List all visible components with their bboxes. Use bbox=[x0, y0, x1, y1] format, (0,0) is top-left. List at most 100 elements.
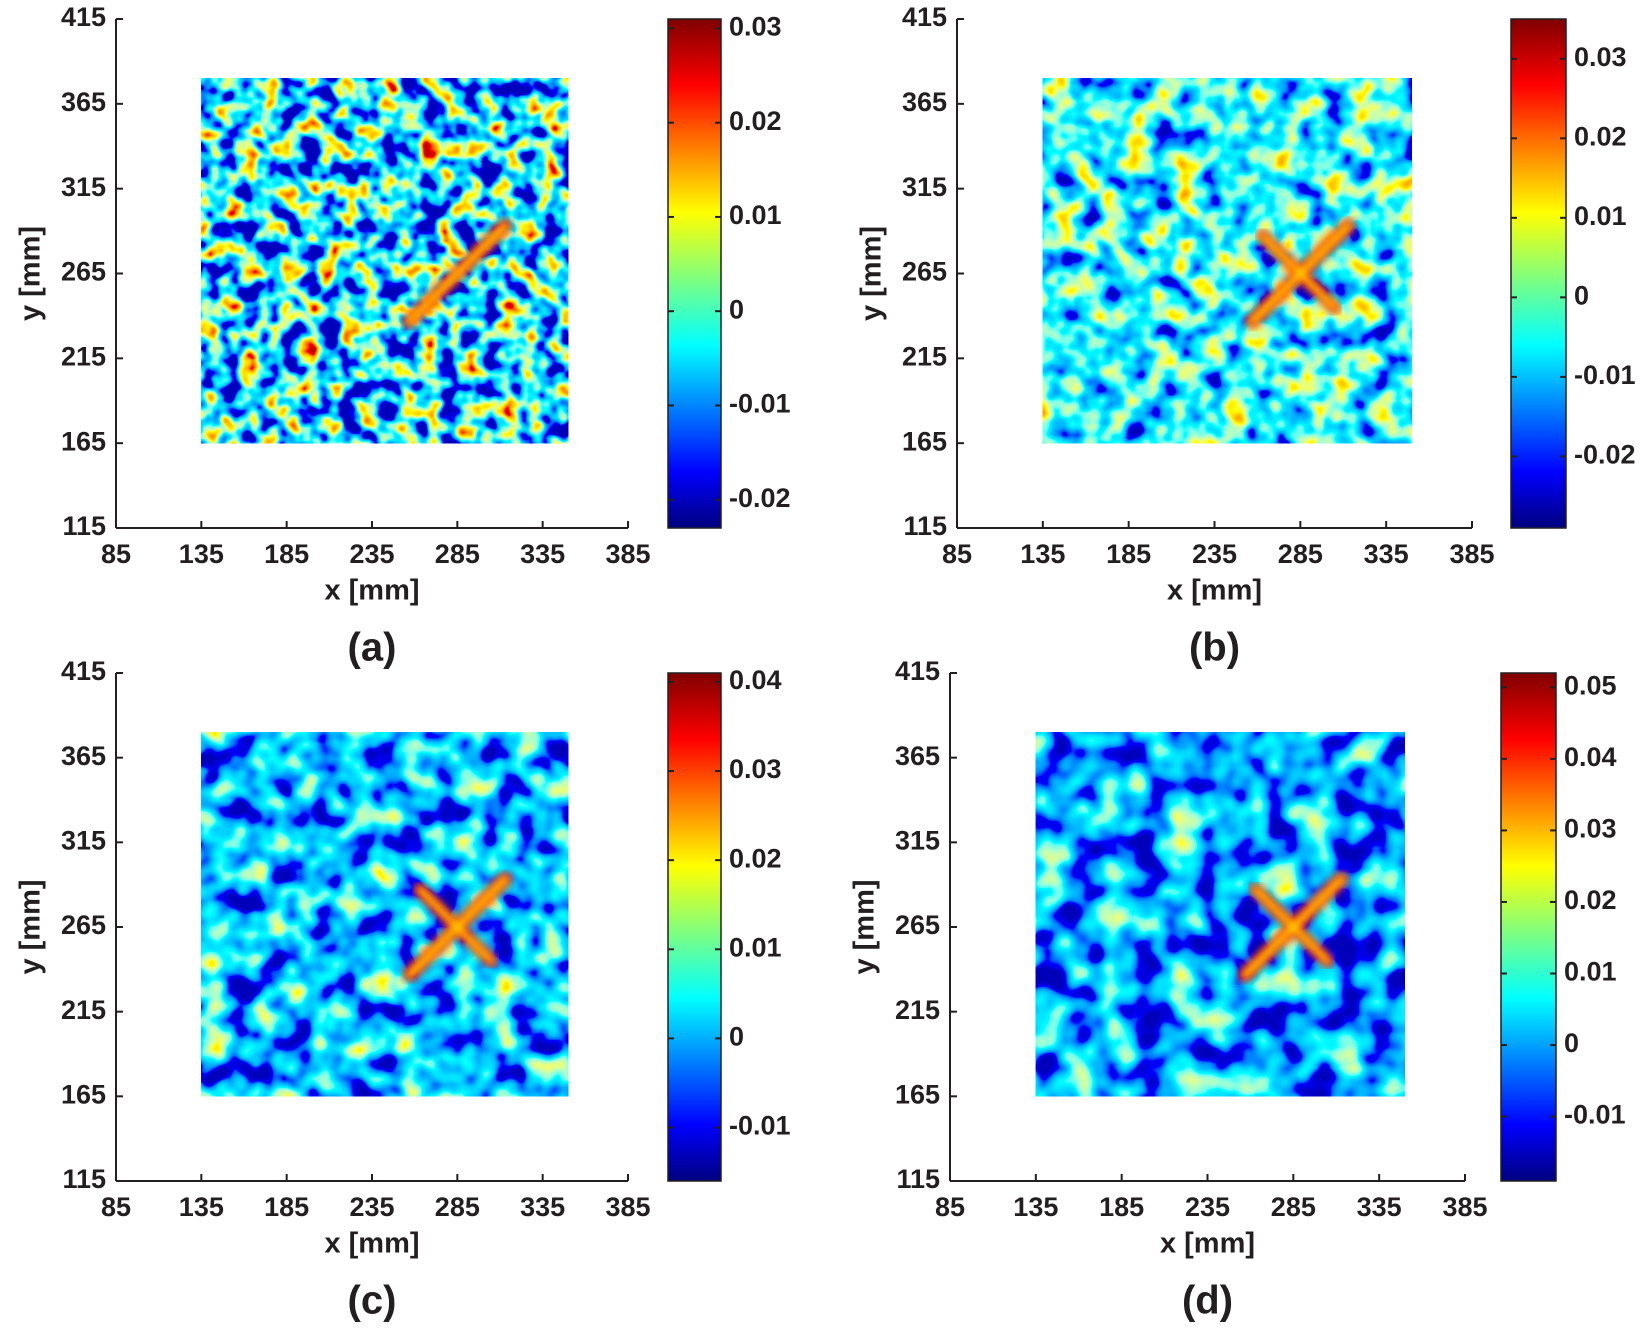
colorbar bbox=[667, 672, 722, 1182]
y-tick-label: 215 bbox=[61, 995, 106, 1025]
y-tick-label: 315 bbox=[61, 825, 106, 855]
y-tick-label: 215 bbox=[895, 995, 940, 1025]
x-tick-label: 285 bbox=[1271, 1192, 1316, 1222]
y-tick-label: 365 bbox=[61, 87, 106, 117]
y-axis-label: y [mm] bbox=[15, 226, 47, 321]
x-axis-label: x [mm] bbox=[324, 1228, 419, 1260]
x-tick-label: 385 bbox=[605, 539, 650, 569]
colorbar-tick-label: 0.05 bbox=[1564, 670, 1617, 700]
y-axis-label: y [mm] bbox=[15, 879, 47, 974]
x-tick-label: 135 bbox=[179, 539, 224, 569]
y-tick-label: 365 bbox=[902, 87, 947, 117]
colorbar-tick-label: 0.02 bbox=[1574, 121, 1627, 151]
y-tick-label: 115 bbox=[903, 511, 947, 541]
x-tick-label: 135 bbox=[1013, 1192, 1058, 1222]
y-tick-label: 315 bbox=[902, 172, 947, 202]
colorbar-tick-label: 0.04 bbox=[729, 665, 782, 695]
y-axis-label: y [mm] bbox=[856, 226, 888, 321]
x-tick-label: 185 bbox=[264, 1192, 309, 1222]
feature bbox=[417, 886, 495, 964]
x-tick-label: 385 bbox=[1442, 1192, 1487, 1222]
y-tick-label: 165 bbox=[902, 426, 947, 456]
x-axis-label: x [mm] bbox=[324, 575, 419, 607]
y-tick-label: 315 bbox=[895, 825, 940, 855]
x-tick-label: 235 bbox=[349, 539, 394, 569]
y-tick-label: 365 bbox=[61, 741, 106, 771]
x-tick-label: 85 bbox=[101, 1192, 131, 1222]
x-tick-label: 285 bbox=[435, 1192, 480, 1222]
x-tick-label: 335 bbox=[520, 1192, 565, 1222]
colorbar bbox=[667, 18, 722, 529]
colorbar bbox=[1510, 18, 1567, 529]
y-tick-label: 315 bbox=[61, 172, 106, 202]
y-tick-label: 115 bbox=[62, 1164, 106, 1194]
colorbar-tick-label: -0.02 bbox=[729, 483, 791, 513]
y-tick-label: 165 bbox=[61, 1079, 106, 1109]
colorbar-tick-label: 0 bbox=[1564, 1028, 1579, 1058]
colorbar-tick-label: 0 bbox=[1574, 280, 1589, 310]
colorbar-tick-label: 0 bbox=[729, 294, 744, 324]
colorbar-tick-label: -0.01 bbox=[729, 1111, 791, 1141]
y-tick-label: 265 bbox=[902, 257, 947, 287]
y-tick-label: 265 bbox=[61, 257, 106, 287]
x-tick-label: 285 bbox=[1278, 539, 1323, 569]
colorbar-tick-label: 0.01 bbox=[729, 932, 782, 962]
y-tick-label: 265 bbox=[895, 910, 940, 940]
x-tick-label: 235 bbox=[349, 1192, 394, 1222]
colorbar-tick-label: 0.01 bbox=[1574, 201, 1627, 231]
colorbar-tick-label: 0.02 bbox=[1564, 885, 1617, 915]
x-tick-label: 385 bbox=[1449, 539, 1494, 569]
x-tick-label: 335 bbox=[1357, 1192, 1402, 1222]
x-tick-label: 335 bbox=[520, 539, 565, 569]
panel-label: (c) bbox=[348, 1279, 397, 1323]
colorbar-tick-label: 0.02 bbox=[729, 106, 782, 136]
x-tick-label: 235 bbox=[1185, 1192, 1230, 1222]
x-tick-label: 285 bbox=[435, 539, 480, 569]
x-tick-label: 185 bbox=[1099, 1192, 1144, 1222]
colorbar-tick-label: 0.03 bbox=[1564, 814, 1617, 844]
y-tick-label: 115 bbox=[62, 511, 106, 541]
x-tick-label: 385 bbox=[605, 1192, 650, 1222]
colorbar-tick-label: 0.03 bbox=[729, 754, 782, 784]
panel-label: (d) bbox=[1182, 1279, 1233, 1323]
x-axis-label: x [mm] bbox=[1167, 575, 1262, 607]
feature bbox=[406, 222, 509, 325]
heatmap-field bbox=[1035, 732, 1405, 1097]
colorbar-tick-label: 0.03 bbox=[1574, 42, 1627, 72]
y-tick-label: 165 bbox=[895, 1079, 940, 1109]
x-tick-label: 185 bbox=[1106, 539, 1151, 569]
colorbar-tick-label: 0 bbox=[729, 1022, 744, 1052]
y-tick-label: 165 bbox=[61, 426, 106, 456]
colorbar-tick-label: 0.02 bbox=[729, 843, 782, 873]
colorbar-tick-label: -0.01 bbox=[729, 389, 791, 419]
y-tick-label: 415 bbox=[61, 2, 106, 32]
x-tick-label: 185 bbox=[264, 539, 309, 569]
colorbar-tick-label: 0.04 bbox=[1564, 742, 1617, 772]
y-tick-label: 415 bbox=[902, 2, 947, 32]
x-tick-label: 135 bbox=[179, 1192, 224, 1222]
colorbar-tick-label: 0.01 bbox=[1564, 957, 1617, 987]
colorbar-tick-label: -0.02 bbox=[1574, 440, 1636, 470]
y-axis-label: y [mm] bbox=[849, 879, 881, 974]
x-tick-label: 85 bbox=[101, 539, 131, 569]
y-tick-label: 265 bbox=[61, 910, 106, 940]
x-tick-label: 135 bbox=[1020, 539, 1065, 569]
y-tick-label: 215 bbox=[61, 341, 106, 371]
x-axis-label: x [mm] bbox=[1160, 1228, 1255, 1260]
x-tick-label: 85 bbox=[935, 1192, 965, 1222]
x-tick-label: 335 bbox=[1364, 539, 1409, 569]
colorbar bbox=[1500, 672, 1557, 1182]
colorbar-tick-label: 0.03 bbox=[729, 12, 782, 42]
panel-label: (a) bbox=[348, 626, 397, 670]
feature bbox=[1252, 886, 1331, 965]
y-tick-label: 415 bbox=[61, 656, 106, 686]
colorbar-tick-label: -0.01 bbox=[1564, 1100, 1626, 1130]
x-tick-label: 235 bbox=[1192, 539, 1237, 569]
feature bbox=[1259, 232, 1338, 311]
y-tick-label: 115 bbox=[896, 1164, 940, 1194]
heatmap-field bbox=[201, 78, 569, 444]
x-tick-label: 85 bbox=[942, 539, 972, 569]
colorbar-tick-label: -0.01 bbox=[1574, 360, 1636, 390]
y-tick-label: 215 bbox=[902, 341, 947, 371]
